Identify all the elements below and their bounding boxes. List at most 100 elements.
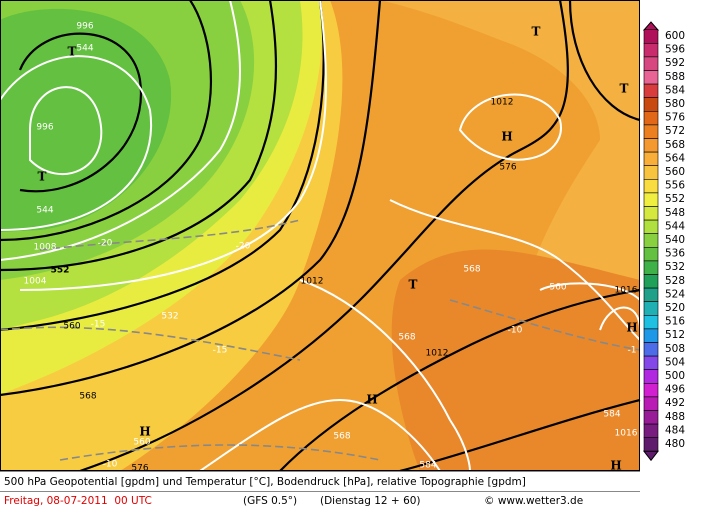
map-label: 560 [133, 438, 150, 448]
map-label: -15 [91, 320, 106, 330]
map-label: 576 [499, 163, 516, 173]
legend-label: 572 [665, 125, 685, 137]
legend-swatch [643, 369, 659, 384]
legend-swatch [643, 314, 659, 330]
legend-label: 600 [665, 30, 685, 42]
legend-label: 488 [665, 411, 685, 423]
legend-swatch [643, 382, 659, 398]
footer-credit: © www.wetter3.de [484, 495, 583, 507]
map-label: T [620, 82, 629, 96]
map-label: 532 [161, 312, 178, 322]
map-label: 584 [419, 461, 436, 471]
legend-label: 560 [665, 166, 685, 178]
legend-label: 540 [665, 234, 685, 246]
map-label: 1012 [491, 98, 514, 108]
map-label: 568 [79, 392, 96, 402]
legend-swatch [643, 355, 659, 371]
region-dark-orange [391, 249, 640, 471]
legend-swatch [643, 29, 659, 44]
legend-label: 552 [665, 193, 685, 205]
legend-label: 508 [665, 343, 685, 355]
map-label: 560 [63, 322, 80, 332]
map-label: T [68, 45, 77, 59]
map-label: 576 [131, 464, 148, 474]
legend-swatch [643, 328, 659, 343]
map-label: 544 [36, 206, 53, 216]
legend-label: 584 [665, 84, 685, 96]
map [0, 0, 641, 473]
map-label: T [409, 278, 418, 292]
legend-swatch [643, 56, 659, 71]
legend-swatch [643, 179, 659, 194]
legend-swatch [643, 192, 659, 207]
map-label: H [501, 130, 512, 144]
map-label: -15 [213, 346, 228, 356]
map-label: -20 [236, 242, 251, 252]
legend-label: 588 [665, 71, 685, 83]
map-label: 1016 [615, 286, 638, 296]
legend-label: 536 [665, 248, 685, 260]
legend-label: 524 [665, 288, 685, 300]
map-label: 552 [51, 266, 70, 276]
footer-model: (GFS 0.5°) [243, 495, 297, 507]
legend-swatch [643, 396, 659, 411]
legend-swatch [643, 423, 659, 439]
legend-label: 544 [665, 220, 685, 232]
map-label: -10 [103, 460, 118, 470]
map-label: 568 [333, 432, 350, 442]
map-label: 996 [36, 123, 53, 133]
legend-label: 556 [665, 180, 685, 192]
map-label: H [139, 425, 150, 439]
legend-label: 564 [665, 152, 685, 164]
footer-run: (Dienstag 12 + 60) [320, 495, 421, 507]
map-label: 1016 [615, 429, 638, 439]
legend-swatch [643, 301, 659, 316]
legend-label: 576 [665, 112, 685, 124]
legend-label: 492 [665, 397, 685, 409]
legend-label: 528 [665, 275, 685, 287]
legend-swatch [643, 42, 659, 58]
legend-label: 520 [665, 302, 685, 314]
legend-swatch [643, 247, 659, 262]
legend-arrow-bottom [642, 450, 660, 462]
map-label: H [366, 393, 377, 407]
legend-label: 504 [665, 356, 685, 368]
map-label: 1004 [24, 277, 47, 287]
legend-swatch [643, 70, 659, 85]
legend-label: 548 [665, 207, 685, 219]
legend-swatch [643, 138, 659, 153]
map-frame [0, 0, 640, 471]
legend-swatch [643, 97, 659, 112]
legend-swatch [643, 151, 659, 167]
legend-label: 596 [665, 44, 685, 56]
map-label: -10 [508, 326, 523, 336]
footer-date: Freitag, 08-07-2011 00 UTC [4, 495, 152, 507]
footer: 500 hPa Geopotential [gpdm] und Temperat… [0, 471, 640, 507]
map-label: 584 [603, 410, 620, 420]
legend-label: 580 [665, 98, 685, 110]
map-label: 996 [76, 22, 93, 32]
legend-swatch [643, 410, 659, 425]
legend-swatch [643, 124, 659, 139]
map-label: 560 [549, 283, 566, 293]
legend-swatch [643, 111, 659, 126]
legend-swatch [643, 206, 659, 221]
legend-swatch [643, 437, 659, 452]
legend-swatch [643, 219, 659, 235]
map-label: -1 [628, 346, 637, 356]
map-label: T [532, 25, 541, 39]
legend-swatch [643, 83, 659, 98]
map-label: 1012 [301, 277, 324, 287]
map-label: -20 [98, 239, 113, 249]
map-label: 568 [398, 333, 415, 343]
legend-swatch [643, 287, 659, 303]
legend-arrow-top [642, 21, 660, 31]
legend-label: 500 [665, 370, 685, 382]
legend-label: 480 [665, 438, 685, 450]
legend-label: 484 [665, 424, 685, 436]
legend-label: 496 [665, 384, 685, 396]
map-label: 568 [463, 265, 480, 275]
map-label: 1012 [426, 349, 449, 359]
legend-swatch [643, 342, 659, 357]
